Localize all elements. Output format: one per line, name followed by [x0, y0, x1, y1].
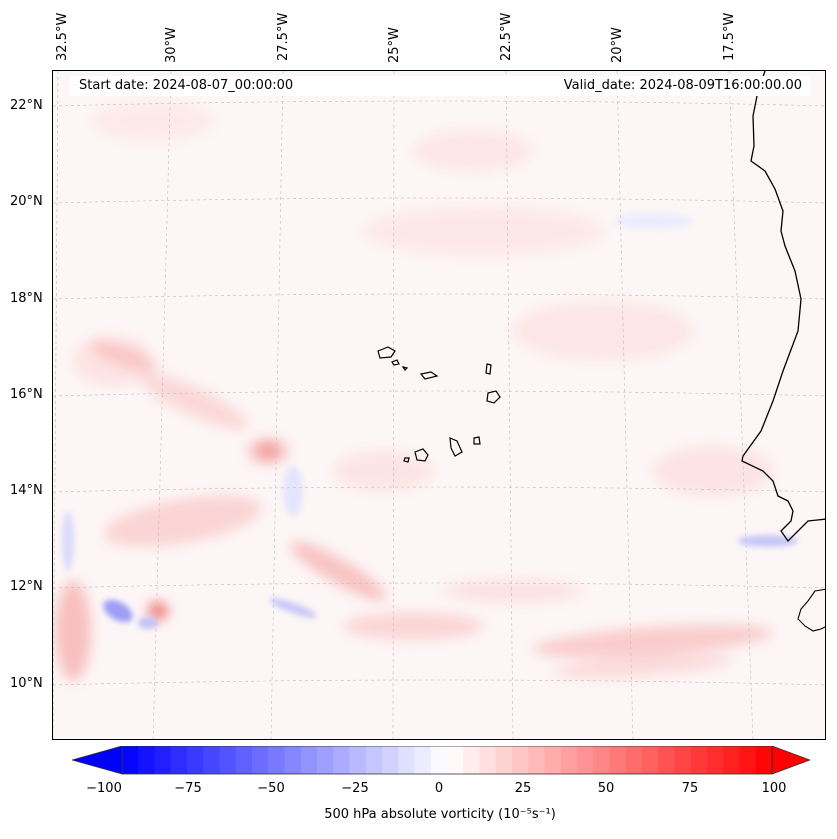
cape-verde-islands	[377, 346, 501, 463]
colorbar-segment	[642, 746, 659, 774]
colorbar-outline	[121, 746, 773, 775]
colorbar-segment	[170, 746, 188, 774]
colorbar-segment	[577, 746, 594, 774]
colorbar-tick-label: 25	[514, 781, 532, 796]
colorbar-segment	[512, 746, 529, 774]
lon-label-32-5w: 32.5°W	[55, 12, 70, 61]
lat-label-20n: 20°N	[10, 194, 43, 209]
colorbar-segment	[544, 746, 562, 774]
colorbar-min-extend	[72, 746, 123, 775]
colorbar-segment	[268, 746, 285, 774]
vorticity-field-positive	[55, 101, 773, 681]
colorbar-tick-label: 75	[681, 781, 699, 796]
vorticity-field-negative	[62, 213, 798, 629]
colorbar-segment	[317, 746, 334, 774]
colorbar-segment	[187, 746, 204, 774]
colorbar-max-extend	[771, 746, 810, 775]
colorbar-segment	[284, 746, 302, 774]
colorbar-label: 500 hPa absolute vorticity (10⁻⁵s⁻¹)	[324, 807, 556, 822]
lat-label-18n: 18°N	[10, 291, 43, 306]
colorbar-segment	[495, 746, 513, 774]
lon-label-27-5w: 27.5°W	[276, 12, 291, 61]
colorbar-tick-label: 100	[761, 781, 787, 796]
start-date-label: Start date: 2024-08-07_00:00:00	[79, 78, 294, 93]
colorbar-segment	[203, 746, 220, 774]
colorbar-segment	[625, 746, 643, 774]
colorbar-segment	[300, 746, 318, 774]
colorbar-segment	[154, 746, 172, 774]
colorbar	[72, 746, 810, 775]
colorbar-segment	[219, 746, 237, 774]
colorbar-segment	[430, 746, 448, 774]
colorbar-segment	[333, 746, 350, 774]
colorbar-segment	[707, 746, 724, 774]
lat-label-22n: 22°N	[10, 98, 43, 113]
colorbar-segment	[609, 746, 627, 774]
west-africa-coastline	[741, 71, 825, 543]
colorbar-segment	[398, 746, 415, 774]
colorbar-segments	[122, 746, 773, 774]
colorbar-segment	[235, 746, 253, 774]
colorbar-segment	[447, 746, 464, 774]
lon-label-25w: 25°W	[387, 27, 402, 63]
colorbar-tick-label: −25	[341, 781, 369, 796]
vorticity-map	[53, 71, 825, 739]
colorbar-segment	[690, 746, 708, 774]
colorbar-tick-label: 50	[597, 781, 615, 796]
colorbar-segment	[528, 746, 545, 774]
colorbar-segment	[138, 746, 155, 774]
colorbar-segment	[365, 746, 383, 774]
lon-label-22-5w: 22.5°W	[499, 12, 514, 61]
colorbar-segment	[755, 746, 773, 774]
colorbar-segment	[593, 746, 610, 774]
colorbar-tick-label: −50	[257, 781, 285, 796]
colorbar-segment	[252, 746, 269, 774]
colorbar-segment	[479, 746, 497, 774]
guinea-bissau-coastline	[797, 588, 825, 632]
colorbar-segment	[658, 746, 675, 774]
colorbar-segment	[382, 746, 399, 774]
lat-label-10n: 10°N	[10, 676, 43, 691]
colorbar-tick-label: −100	[86, 781, 122, 796]
lon-label-20w: 20°W	[610, 27, 625, 63]
lat-label-14n: 14°N	[10, 483, 43, 498]
colorbar-segment	[739, 746, 757, 774]
colorbar-tick-label: −75	[174, 781, 202, 796]
colorbar-segment	[560, 746, 578, 774]
lon-label-30w: 30°W	[164, 27, 179, 63]
map-panel[interactable]	[52, 70, 826, 740]
valid-date-label: Valid_date: 2024-08-09T16:00:00.00	[563, 78, 802, 93]
colorbar-tick-label: 0	[434, 781, 444, 796]
lat-label-12n: 12°N	[10, 579, 43, 594]
lon-label-17-5w: 17.5°W	[722, 12, 737, 61]
lat-label-16n: 16°N	[10, 387, 43, 402]
colorbar-segment	[414, 746, 432, 774]
map-info-bar: Start date: 2024-08-07_00:00:00 Valid_da…	[70, 76, 810, 96]
colorbar-segment	[723, 746, 740, 774]
colorbar-segment	[122, 746, 139, 774]
colorbar-segment	[674, 746, 692, 774]
colorbar-segment	[463, 746, 480, 774]
colorbar-segment	[349, 746, 367, 774]
graticule	[53, 71, 825, 739]
